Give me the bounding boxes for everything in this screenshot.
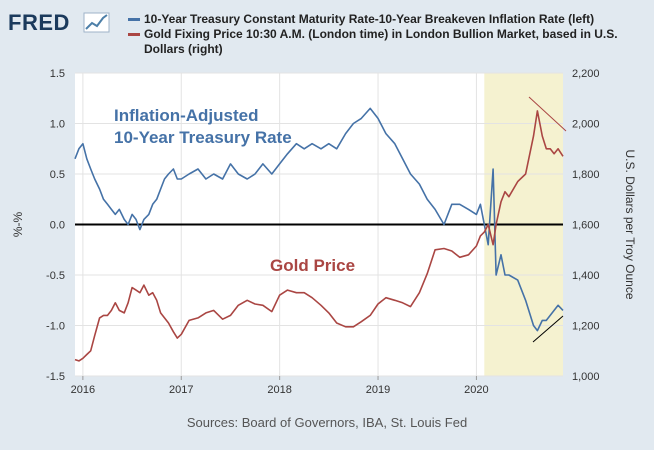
y-left-tick-label: 1.0 <box>50 119 65 131</box>
chart-line-icon <box>83 12 110 33</box>
y-right-tick-label: 1,400 <box>572 270 600 282</box>
x-tick-label: 2018 <box>267 384 291 396</box>
y-right-tick-label: 2,200 <box>572 68 600 80</box>
y-left-tick-label: 0.0 <box>50 220 65 232</box>
annotation-real-rate-line2: 10-Year Treasury Rate <box>114 128 292 147</box>
logo-text: FRED <box>8 10 70 35</box>
legend-item-real-rate[interactable]: 10-Year Treasury Constant Maturity Rate-… <box>128 12 648 27</box>
fred-logo-graphic: FRED <box>8 10 110 35</box>
y-right-tick-label: 1,200 <box>572 321 600 333</box>
y-right-tick-label: 1,000 <box>572 371 600 383</box>
legend-swatch-gold <box>128 33 140 36</box>
x-tick-label: 2020 <box>464 384 488 396</box>
legend-swatch-real-rate <box>128 18 140 21</box>
legend-item-gold[interactable]: Gold Fixing Price 10:30 A.M. (London tim… <box>128 27 648 57</box>
annotation-gold-price: Gold Price <box>270 256 355 275</box>
y-left-tick-label: -1.5 <box>46 371 65 383</box>
y-left-tick-label: -0.5 <box>46 270 65 282</box>
y-left-axis-title: %-% <box>11 212 25 238</box>
gold-price-series-line <box>74 110 564 362</box>
x-tick-label: 2017 <box>169 384 193 396</box>
y-left-tick-label: -1.0 <box>46 321 65 333</box>
y-left-tick-label: 1.5 <box>50 68 65 80</box>
fred-logo[interactable]: FRED <box>8 7 120 37</box>
x-tick-label: 2019 <box>366 384 390 396</box>
gold-trend-annotation-line <box>528 96 567 132</box>
y-right-tick-label: 1,600 <box>572 220 600 232</box>
annotation-real-rate-line1: Inflation-Adjusted <box>114 106 258 125</box>
legend-label-real-rate: 10-Year Treasury Constant Maturity Rate-… <box>144 12 595 26</box>
source-note: Sources: Board of Governors, IBA, St. Lo… <box>186 415 468 430</box>
rate-trend-annotation-line <box>532 315 564 343</box>
x-tick-label: 2016 <box>71 384 95 396</box>
y-left-tick-label: 0.5 <box>50 169 65 181</box>
real-rate-series-line <box>74 107 564 332</box>
legend-label-gold: Gold Fixing Price 10:30 A.M. (London tim… <box>144 27 618 56</box>
legend: 10-Year Treasury Constant Maturity Rate-… <box>128 12 648 57</box>
y-right-tick-label: 1,800 <box>572 169 600 181</box>
y-right-axis-title: U.S. Dollars per Troy Ounce <box>623 149 637 299</box>
y-right-tick-label: 2,000 <box>572 119 600 131</box>
